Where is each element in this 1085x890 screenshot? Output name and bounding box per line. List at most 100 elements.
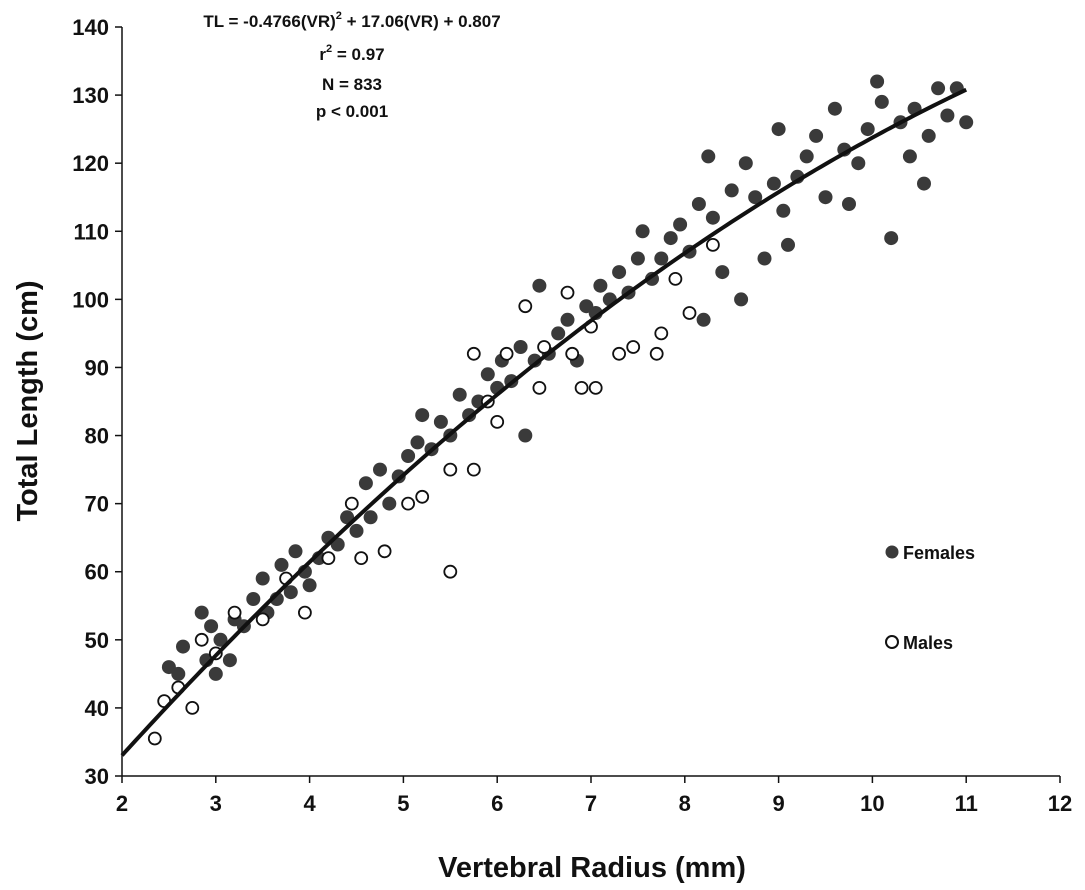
x-axis-title: Vertebral Radius (mm) <box>438 852 746 884</box>
female-data-point <box>593 278 608 293</box>
y-tick-label: 80 <box>85 424 109 449</box>
x-tick-label: 5 <box>397 791 409 816</box>
male-data-point <box>377 544 392 559</box>
female-data-point <box>799 149 814 164</box>
male-data-point <box>401 496 416 511</box>
r-squared-text: r2 = 0.97 <box>319 43 384 64</box>
x-tick-label: 11 <box>955 791 978 816</box>
female-data-point <box>691 197 706 211</box>
female-data-point <box>851 156 866 171</box>
female-data-point <box>931 81 946 96</box>
y-axis-title: Total Length (cm) <box>12 280 44 521</box>
female-data-point <box>940 108 955 123</box>
female-data-point <box>734 292 749 307</box>
female-data-point <box>204 619 219 634</box>
axes: 2 3 4 5 6 7 8 9 10 11 12 30 40 50 60 70 80 90 100 110 120 130… <box>72 15 1072 816</box>
female-data-point <box>208 666 223 681</box>
male-data-point <box>147 731 162 746</box>
female-data-point <box>513 340 528 354</box>
female-data-point <box>527 353 542 368</box>
female-data-point <box>176 639 190 654</box>
female-data-point <box>349 523 364 538</box>
y-tick-label: 40 <box>85 696 109 721</box>
legend-entry-males: Males <box>885 633 953 653</box>
data-points <box>147 74 974 746</box>
male-data-point <box>415 489 430 504</box>
female-data-point <box>781 237 795 252</box>
male-data-point <box>443 564 458 579</box>
male-data-point <box>565 346 580 361</box>
legend-label-males: Males <box>903 633 953 653</box>
female-data-point <box>827 101 842 116</box>
female-data-point <box>818 190 833 205</box>
female-data-point <box>902 149 917 164</box>
male-data-point <box>518 299 533 314</box>
male-data-point <box>649 346 664 361</box>
female-data-point <box>654 251 669 266</box>
equation-text: TL = -0.4766(VR)2 + 17.06(VR) + 0.807 <box>203 10 500 31</box>
female-data-point <box>724 183 739 198</box>
female-data-point <box>358 476 373 491</box>
male-data-point <box>466 462 481 477</box>
female-data-point <box>860 122 875 137</box>
y-tick-label: 120 <box>72 151 109 176</box>
male-data-point <box>255 612 270 627</box>
male-data-point <box>321 551 336 565</box>
female-data-point <box>213 632 228 647</box>
male-data-point <box>466 346 481 361</box>
female-data-point <box>363 510 378 525</box>
y-tick-label: 70 <box>85 492 109 517</box>
x-tick-label: 7 <box>585 791 597 816</box>
legend: Females Males <box>885 543 975 653</box>
female-data-point <box>302 578 317 593</box>
female-data-point <box>738 156 753 171</box>
female-data-point <box>673 217 688 232</box>
regression-annotation: TL = -0.4766(VR)2 + 17.06(VR) + 0.807 r2… <box>203 10 500 121</box>
male-data-point <box>443 462 458 477</box>
female-data-point <box>884 231 899 246</box>
female-data-point <box>748 190 763 205</box>
female-data-point <box>518 428 533 443</box>
y-tick-label: 140 <box>72 15 109 40</box>
female-data-point <box>870 74 885 89</box>
x-tick-label: 12 <box>1048 791 1072 816</box>
male-data-point <box>297 605 312 620</box>
female-data-point <box>757 251 772 266</box>
male-data-point <box>682 306 697 320</box>
female-data-point <box>696 312 711 327</box>
x-tick-label: 10 <box>860 791 884 816</box>
female-data-point <box>410 435 425 450</box>
sample-size-text: N = 833 <box>322 75 382 94</box>
female-data-point <box>874 94 889 109</box>
legend-entry-females: Females <box>885 543 975 563</box>
female-data-point <box>532 278 547 293</box>
female-data-point <box>959 115 974 130</box>
female-data-point <box>452 387 467 402</box>
female-data-point <box>246 592 261 606</box>
male-data-point <box>344 496 359 511</box>
p-value-text: p < 0.001 <box>316 102 388 121</box>
female-data-point <box>663 231 678 246</box>
x-tick-label: 8 <box>679 791 691 816</box>
y-tick-label: 110 <box>74 219 110 244</box>
female-data-point <box>842 197 856 211</box>
male-data-point <box>560 285 575 300</box>
regression-curve <box>120 87 968 757</box>
female-data-point <box>415 408 430 423</box>
female-data-point <box>373 462 387 477</box>
male-data-point <box>588 380 603 395</box>
female-data-point <box>705 210 720 225</box>
y-tick-label: 30 <box>85 764 109 789</box>
female-data-point <box>921 128 936 143</box>
legend-marker-males <box>885 635 899 649</box>
axis-labels: Vertebral Radius (mm) Total Length (cm) <box>12 280 746 884</box>
female-data-point <box>551 326 566 341</box>
male-data-point <box>194 632 209 647</box>
male-data-point <box>574 380 589 395</box>
male-data-point <box>668 271 683 286</box>
female-data-point <box>382 496 397 511</box>
female-data-point <box>776 203 791 218</box>
x-tick-label: 6 <box>491 791 503 816</box>
